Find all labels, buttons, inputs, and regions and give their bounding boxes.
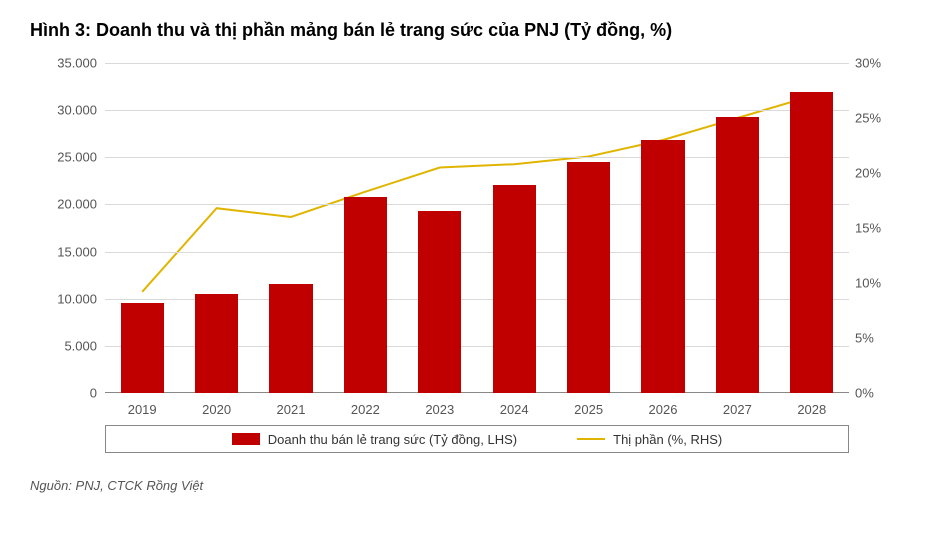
bar (790, 92, 833, 393)
y-left-tick-label: 35.000 (35, 56, 97, 71)
bar (641, 140, 684, 393)
y-right-tick-label: 10% (855, 276, 911, 291)
legend-item-line: Thị phần (%, RHS) (577, 432, 722, 447)
chart-container: 0 5.000 10.000 15.000 20.000 25.000 30.000 35.0… (35, 53, 915, 453)
line-path (142, 96, 812, 292)
source-text: Nguồn: PNJ, CTCK Rồng Việt (30, 478, 913, 493)
x-tick-label: 2025 (559, 402, 619, 417)
x-tick-label: 2027 (707, 402, 767, 417)
x-tick-label: 2024 (484, 402, 544, 417)
legend-label-line: Thị phần (%, RHS) (613, 432, 722, 447)
bar (269, 284, 312, 393)
y-right-tick-label: 20% (855, 166, 911, 181)
bar (716, 117, 759, 393)
y-left-tick-label: 20.000 (35, 197, 97, 212)
x-tick-label: 2021 (261, 402, 321, 417)
x-tick-label: 2026 (633, 402, 693, 417)
legend-swatch-bar (232, 433, 260, 445)
y-right-tick-label: 15% (855, 221, 911, 236)
y-left-tick-label: 30.000 (35, 103, 97, 118)
y-left-tick-label: 10.000 (35, 291, 97, 306)
grid-line (105, 63, 849, 64)
legend-label-bar: Doanh thu bán lẻ trang sức (Tỷ đồng, LHS… (268, 432, 517, 447)
y-left-tick-label: 5.000 (35, 338, 97, 353)
x-tick-label: 2019 (112, 402, 172, 417)
y-left-tick-label: 25.000 (35, 150, 97, 165)
bar (121, 303, 164, 393)
y-right-tick-label: 25% (855, 111, 911, 126)
grid-line (105, 110, 849, 111)
x-tick-label: 2020 (187, 402, 247, 417)
bar (195, 294, 238, 393)
chart-title: Hình 3: Doanh thu và thị phần mảng bán l… (30, 20, 913, 41)
y-left-tick-label: 15.000 (35, 244, 97, 259)
y-right-tick-label: 0% (855, 386, 911, 401)
x-tick-label: 2023 (410, 402, 470, 417)
bar (418, 211, 461, 393)
y-right-tick-label: 30% (855, 56, 911, 71)
y-right-tick-label: 5% (855, 331, 911, 346)
bar (344, 197, 387, 393)
y-left-tick-label: 0 (35, 386, 97, 401)
legend: Doanh thu bán lẻ trang sức (Tỷ đồng, LHS… (105, 425, 849, 453)
bar (493, 185, 536, 393)
legend-item-bar: Doanh thu bán lẻ trang sức (Tỷ đồng, LHS… (232, 432, 517, 447)
x-tick-label: 2022 (335, 402, 395, 417)
legend-swatch-line (577, 438, 605, 440)
x-tick-label: 2028 (782, 402, 842, 417)
bar (567, 162, 610, 393)
plot-area: 05.00010.00015.00020.00025.00030.00035.0… (105, 63, 849, 393)
